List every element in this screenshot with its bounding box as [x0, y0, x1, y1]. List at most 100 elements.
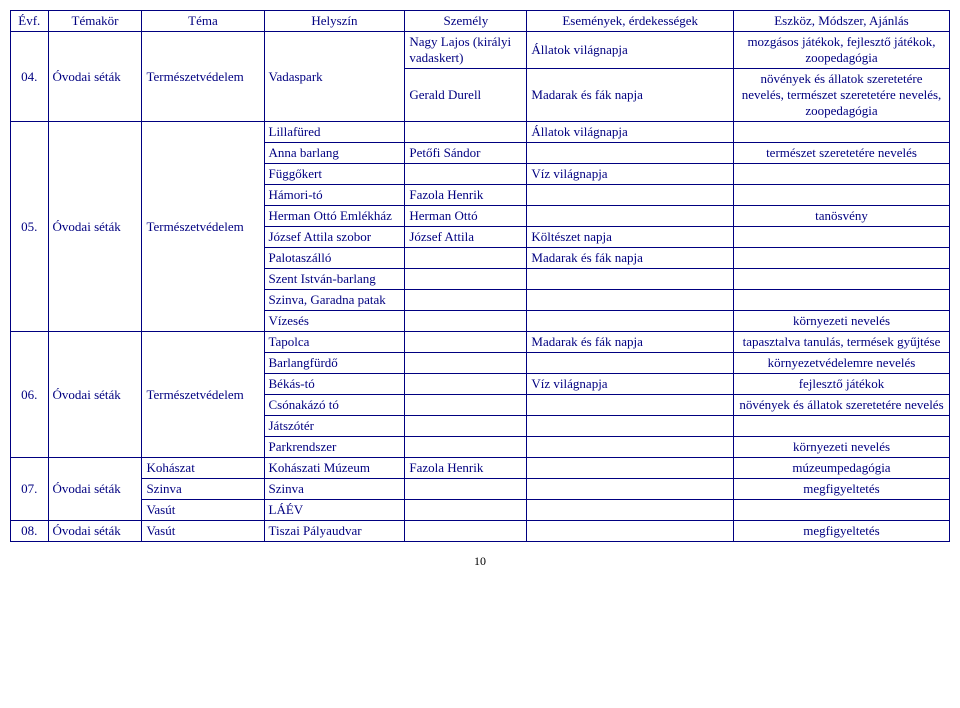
- cell-helyszin: Játszótér: [264, 416, 405, 437]
- cell-evf: 08.: [11, 521, 49, 542]
- cell-eszkoz: tanösvény: [733, 206, 949, 227]
- cell-temakor: Óvodai séták: [48, 521, 142, 542]
- cell-szemely: Fazola Henrik: [405, 458, 527, 479]
- cell-temakor: Óvodai séták: [48, 32, 142, 122]
- cell-esemeny: [527, 185, 734, 206]
- cell-helyszin: LÁÉV: [264, 500, 405, 521]
- cell-helyszin: Békás-tó: [264, 374, 405, 395]
- cell-esemeny: [527, 395, 734, 416]
- cell-esemeny: [527, 143, 734, 164]
- cell-tema: Természetvédelem: [142, 122, 264, 332]
- page-number: 10: [10, 554, 950, 569]
- cell-esemeny: [527, 479, 734, 500]
- table-row: 06. Óvodai séták Természetvédelem Tapolc…: [11, 332, 950, 353]
- cell-esemeny: Madarak és fák napja: [527, 248, 734, 269]
- table-row: 04. Óvodai séták Természetvédelem Vadasp…: [11, 32, 950, 69]
- cell-helyszin: Szinva, Garadna patak: [264, 290, 405, 311]
- cell-helyszin: Tapolca: [264, 332, 405, 353]
- cell-tema: Szinva: [142, 479, 264, 500]
- cell-esemeny: [527, 416, 734, 437]
- cell-szemely: [405, 248, 527, 269]
- col-esemeny: Események, érdekességek: [527, 11, 734, 32]
- cell-esemeny: [527, 500, 734, 521]
- table-row: Vasút LÁÉV: [11, 500, 950, 521]
- cell-esemeny: [527, 353, 734, 374]
- cell-eszkoz: megfigyeltetés: [733, 479, 949, 500]
- cell-helyszin: Herman Ottó Emlékház: [264, 206, 405, 227]
- cell-eszkoz: növények és állatok szeretetére nevelés: [733, 395, 949, 416]
- cell-evf: 06.: [11, 332, 49, 458]
- cell-eszkoz: [733, 416, 949, 437]
- col-eszkoz: Eszköz, Módszer, Ajánlás: [733, 11, 949, 32]
- col-szemely: Személy: [405, 11, 527, 32]
- cell-eszkoz: megfigyeltetés: [733, 521, 949, 542]
- cell-szemely: Herman Ottó: [405, 206, 527, 227]
- cell-szemely: [405, 353, 527, 374]
- cell-szemely: [405, 290, 527, 311]
- cell-eszkoz: [733, 248, 949, 269]
- cell-esemeny: Madarak és fák napja: [527, 332, 734, 353]
- cell-helyszin: Tiszai Pályaudvar: [264, 521, 405, 542]
- cell-eszkoz: [733, 227, 949, 248]
- cell-tema: Vasút: [142, 521, 264, 542]
- cell-tema: Természetvédelem: [142, 332, 264, 458]
- cell-tema: Természetvédelem: [142, 32, 264, 122]
- cell-szemely: [405, 416, 527, 437]
- cell-helyszin: Vízesés: [264, 311, 405, 332]
- cell-esemeny: [527, 458, 734, 479]
- cell-evf: 05.: [11, 122, 49, 332]
- cell-esemeny: Madarak és fák napja: [527, 69, 734, 122]
- cell-szemely: [405, 269, 527, 290]
- cell-eszkoz: környezetvédelemre nevelés: [733, 353, 949, 374]
- col-helyszin: Helyszín: [264, 11, 405, 32]
- table-row: 08. Óvodai séták Vasút Tiszai Pályaudvar…: [11, 521, 950, 542]
- cell-esemeny: [527, 437, 734, 458]
- cell-szemely: József Attila: [405, 227, 527, 248]
- cell-eszkoz: tapasztalva tanulás, termések gyűjtése: [733, 332, 949, 353]
- table-row: Szinva Szinva megfigyeltetés: [11, 479, 950, 500]
- cell-esemeny: Költészet napja: [527, 227, 734, 248]
- cell-helyszin: Lillafüred: [264, 122, 405, 143]
- cell-szemely: [405, 311, 527, 332]
- table-row: 05. Óvodai séták Természetvédelem Lillaf…: [11, 122, 950, 143]
- cell-temakor: Óvodai séták: [48, 458, 142, 521]
- col-tema: Téma: [142, 11, 264, 32]
- cell-eszkoz: [733, 122, 949, 143]
- table-header: Évf. Témakör Téma Helyszín Személy Esemé…: [11, 11, 950, 32]
- cell-eszkoz: környezeti nevelés: [733, 311, 949, 332]
- cell-esemeny: Víz világnapja: [527, 374, 734, 395]
- cell-szemely: [405, 479, 527, 500]
- table-row: 07. Óvodai séták Kohászat Kohászati Múze…: [11, 458, 950, 479]
- cell-eszkoz: múzeumpedagógia: [733, 458, 949, 479]
- cell-szemely: [405, 437, 527, 458]
- cell-eszkoz: [733, 290, 949, 311]
- cell-esemeny: [527, 311, 734, 332]
- cell-helyszin: Hámori-tó: [264, 185, 405, 206]
- cell-tema: Kohászat: [142, 458, 264, 479]
- cell-eszkoz: [733, 185, 949, 206]
- col-temakor: Témakör: [48, 11, 142, 32]
- cell-helyszin: Anna barlang: [264, 143, 405, 164]
- cell-szemely: [405, 332, 527, 353]
- cell-eszkoz: [733, 164, 949, 185]
- cell-helyszin: József Attila szobor: [264, 227, 405, 248]
- cell-helyszin: Palotaszálló: [264, 248, 405, 269]
- cell-eszkoz: növények és állatok szeretetére nevelés,…: [733, 69, 949, 122]
- cell-esemeny: Állatok világnapja: [527, 32, 734, 69]
- cell-szemely: [405, 374, 527, 395]
- cell-szemely: [405, 395, 527, 416]
- cell-esemeny: [527, 521, 734, 542]
- cell-helyszin: Szent István-barlang: [264, 269, 405, 290]
- cell-helyszin: Csónakázó tó: [264, 395, 405, 416]
- cell-evf: 07.: [11, 458, 49, 521]
- cell-helyszin: Parkrendszer: [264, 437, 405, 458]
- cell-helyszin: Kohászati Múzeum: [264, 458, 405, 479]
- cell-eszkoz: mozgásos játékok, fejlesztő játékok, zoo…: [733, 32, 949, 69]
- cell-szemely: Petőfi Sándor: [405, 143, 527, 164]
- cell-eszkoz: környezeti nevelés: [733, 437, 949, 458]
- cell-szemely: [405, 164, 527, 185]
- main-table: Évf. Témakör Téma Helyszín Személy Esemé…: [10, 10, 950, 542]
- cell-szemely: Fazola Henrik: [405, 185, 527, 206]
- cell-esemeny: Víz világnapja: [527, 164, 734, 185]
- col-evf: Évf.: [11, 11, 49, 32]
